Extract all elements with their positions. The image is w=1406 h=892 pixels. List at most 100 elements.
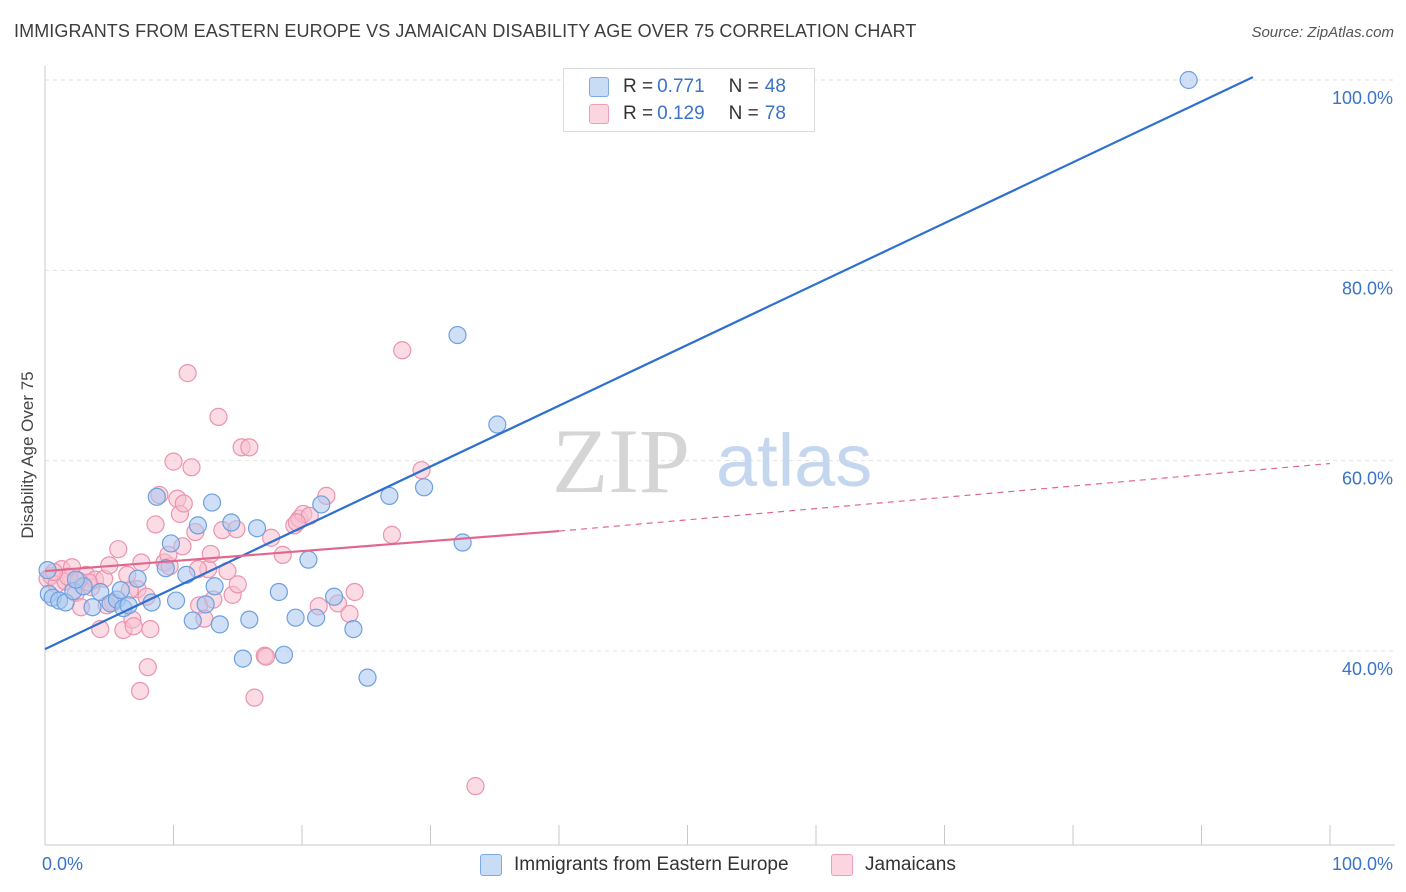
jamaicans-point	[182, 458, 201, 477]
jamaicans-trend	[44, 529, 560, 573]
eastern-europe-point	[453, 533, 472, 552]
series-label-jamaicans: Jamaicans	[865, 854, 956, 875]
jamaicans-point	[382, 525, 402, 544]
legend-n-value: 78	[764, 103, 786, 124]
x-tick-labels: 0.0% 100.0%	[42, 854, 1393, 874]
eastern-europe-point	[358, 668, 377, 687]
eastern-europe-point	[299, 550, 318, 569]
eastern-europe-point	[111, 580, 130, 600]
y-tick-label: 100.0%	[1332, 88, 1393, 108]
jamaicans-point	[109, 540, 128, 559]
x-tick-label: 0.0%	[42, 854, 83, 874]
jamaicans-point	[228, 575, 247, 594]
eastern-europe-point	[177, 565, 196, 584]
series-swatch-pink	[831, 854, 853, 876]
legend-r-label: R =	[623, 103, 654, 124]
eastern-europe-point	[448, 325, 467, 345]
eastern-europe-point	[83, 598, 102, 617]
legend-row-jamaicans: R = 0.129 N = 78	[564, 100, 786, 128]
eastern-europe-point	[183, 611, 202, 630]
jamaicans-point	[466, 777, 485, 796]
jamaicans-point	[245, 688, 264, 707]
jamaicans-point	[124, 617, 143, 636]
eastern-europe-point	[128, 569, 147, 588]
y-tick-labels: 40.0% 60.0% 80.0% 100.0%	[1332, 88, 1393, 679]
legend-n-value: 48	[764, 76, 786, 97]
jamaicans-point	[178, 364, 197, 383]
jamaicans-point	[209, 407, 228, 426]
eastern-europe-point	[247, 519, 267, 538]
x-tick-label: 100.0%	[1332, 854, 1393, 874]
eastern-europe-point	[1179, 70, 1198, 90]
jamaicans-point	[345, 582, 364, 602]
eastern-europe-point	[240, 610, 259, 629]
jamaicans-point	[141, 620, 160, 639]
eastern-europe-point	[325, 587, 344, 606]
jamaicans-point	[146, 515, 165, 534]
series-swatch-blue	[480, 854, 502, 876]
eastern-europe-point	[196, 595, 215, 614]
eastern-europe-point	[269, 582, 288, 602]
jamaicans-point	[138, 658, 157, 677]
y-tick-label: 80.0%	[1342, 278, 1393, 298]
legend-row-eastern-europe: R = 0.771 N = 48	[564, 73, 786, 101]
jamaicans-point	[287, 513, 306, 532]
eastern-europe-point	[222, 513, 241, 532]
watermark-atlas: atlas	[716, 419, 872, 502]
correlation-legend: R = 0.771 N = 48 R = 0.129 N = 78	[563, 68, 815, 132]
source-label: Source: ZipAtlas.com	[1251, 24, 1394, 41]
y-tick-label: 40.0%	[1342, 659, 1393, 679]
series-legend-eastern-europe[interactable]: Immigrants from Eastern Europe	[480, 851, 789, 879]
eastern-europe-point	[161, 534, 181, 553]
legend-swatch-pink	[589, 104, 609, 124]
eastern-europe-point	[233, 649, 252, 668]
eastern-europe-point	[488, 415, 507, 434]
eastern-europe-point	[344, 620, 363, 639]
legend-r-label: R =	[623, 76, 654, 97]
eastern-europe-point	[414, 478, 434, 497]
jamaicans-trend-extension	[558, 462, 1331, 532]
y-tick-label: 60.0%	[1342, 469, 1393, 489]
eastern-europe-point	[166, 591, 186, 610]
watermark-zip: ZIP	[552, 410, 690, 512]
eastern-europe-point	[312, 495, 331, 514]
jamaicans-point	[130, 681, 150, 701]
legend-r-value: 0.129	[657, 103, 705, 124]
eastern-europe-point	[202, 493, 222, 512]
jamaicans-point	[240, 438, 259, 457]
eastern-europe-point	[274, 645, 294, 664]
jamaicans-point	[174, 494, 193, 513]
trend-lines	[44, 76, 1331, 651]
jamaicans-points	[38, 341, 485, 796]
legend-r-value: 0.771	[657, 76, 705, 97]
axes	[44, 66, 1395, 846]
eastern-europe-point	[210, 615, 229, 634]
eastern-europe-points	[38, 70, 1198, 687]
eastern-europe-point	[66, 570, 85, 589]
grid-lines	[45, 79, 1395, 652]
legend-n-label: N =	[728, 103, 759, 124]
jamaicans-point	[164, 452, 183, 471]
legend-n-label: N =	[728, 76, 759, 97]
y-axis-label: Disability Age Over 75	[18, 371, 37, 538]
eastern-europe-point	[286, 608, 305, 627]
jamaicans-point	[256, 647, 276, 666]
eastern-europe-point	[380, 486, 399, 505]
eastern-europe-point	[156, 559, 175, 578]
eastern-europe-point	[91, 582, 110, 602]
jamaicans-point	[393, 341, 412, 360]
eastern-europe-point	[188, 516, 208, 535]
jamaicans-point	[201, 544, 220, 564]
legend-swatch-blue	[589, 77, 609, 97]
watermark: ZIP atlas	[552, 410, 872, 512]
jamaicans-point	[340, 604, 359, 623]
eastern-europe-trend	[44, 76, 1254, 651]
series-legend-jamaicans[interactable]: Jamaicans	[831, 851, 956, 879]
eastern-europe-point	[147, 487, 166, 506]
eastern-europe-point	[307, 608, 326, 627]
series-label-eastern-europe: Immigrants from Eastern Europe	[514, 854, 789, 875]
jamaicans-point	[273, 545, 292, 564]
chart-title: IMMIGRANTS FROM EASTERN EUROPE VS JAMAIC…	[14, 21, 917, 41]
eastern-europe-point	[205, 577, 224, 596]
